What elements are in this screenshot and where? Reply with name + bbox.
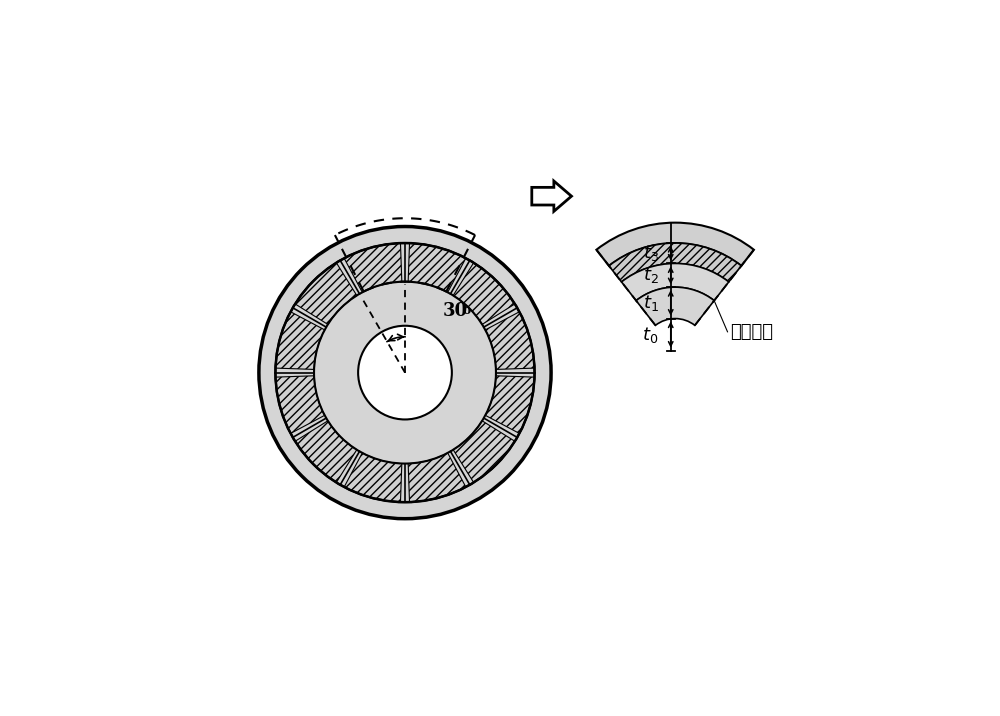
Wedge shape bbox=[295, 421, 357, 483]
Wedge shape bbox=[609, 243, 741, 282]
Wedge shape bbox=[344, 243, 402, 292]
Circle shape bbox=[259, 226, 551, 518]
Circle shape bbox=[358, 326, 452, 420]
Wedge shape bbox=[636, 287, 714, 325]
Text: $t_2$: $t_2$ bbox=[643, 266, 659, 285]
Wedge shape bbox=[485, 376, 534, 433]
Circle shape bbox=[314, 281, 496, 463]
Text: $t_3$: $t_3$ bbox=[643, 243, 659, 263]
Wedge shape bbox=[276, 311, 325, 369]
Text: 基本结构: 基本结构 bbox=[730, 323, 773, 341]
Wedge shape bbox=[408, 453, 466, 502]
Text: $t_0$: $t_0$ bbox=[642, 324, 659, 344]
Wedge shape bbox=[276, 376, 325, 433]
Wedge shape bbox=[453, 421, 515, 483]
Wedge shape bbox=[259, 226, 551, 518]
Text: 30: 30 bbox=[442, 302, 468, 320]
FancyArrow shape bbox=[532, 181, 571, 211]
Wedge shape bbox=[408, 243, 466, 292]
Wedge shape bbox=[344, 453, 402, 502]
Wedge shape bbox=[485, 311, 534, 369]
Wedge shape bbox=[622, 263, 729, 301]
Wedge shape bbox=[596, 223, 754, 266]
Wedge shape bbox=[453, 263, 515, 324]
Text: $t_1$: $t_1$ bbox=[643, 293, 659, 313]
Text: o: o bbox=[462, 304, 471, 317]
Wedge shape bbox=[295, 263, 357, 324]
